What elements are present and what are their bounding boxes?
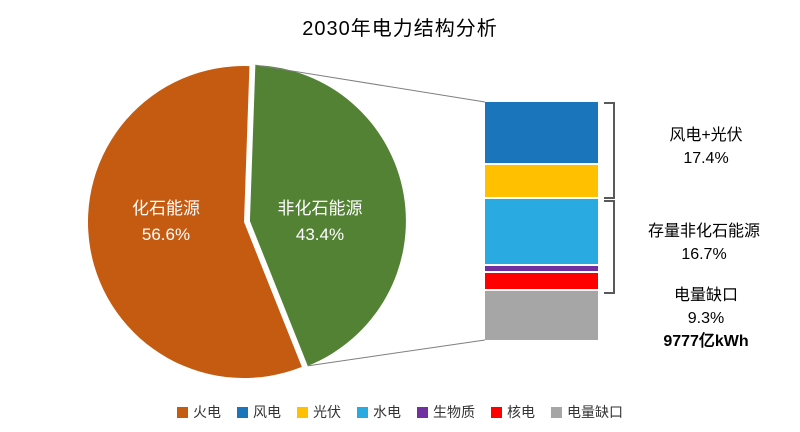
bracket-wind-solar	[604, 102, 615, 199]
pie-label-nonfossil: 非化石能源 43.4%	[240, 196, 400, 248]
annotation-stock-nonfossil: 存量非化石能源 16.7%	[608, 220, 800, 266]
annotation-wind-solar-pct: 17.4%	[683, 150, 729, 167]
annotation-power-gap-label: 电量缺口	[673, 287, 738, 304]
chart-legend: 火电 风电 光伏 水电 生物质 核电 电量缺口	[0, 402, 800, 422]
legend-item-solar: 光伏	[297, 402, 341, 422]
bar-segment-wind	[485, 102, 598, 164]
legend-item-thermal: 火电	[177, 402, 221, 422]
legend-swatch-biomass	[417, 406, 428, 418]
annotation-wind-solar: 风电+光伏 17.4%	[618, 124, 794, 170]
annotation-wind-solar-label: 风电+光伏	[669, 127, 743, 144]
pie-label-fossil-name: 化石能源	[132, 199, 200, 218]
legend-label-gap: 电量缺口	[567, 404, 623, 420]
connector-line-top	[255, 64, 486, 103]
legend-swatch-hydro	[357, 406, 368, 418]
legend-swatch-solar	[297, 406, 308, 418]
bar-segment-nuclear	[485, 270, 598, 289]
bar-segment-biomass	[485, 263, 598, 271]
breakdown-stacked-bar	[485, 102, 598, 340]
legend-item-biomass: 生物质	[417, 402, 475, 422]
bar-segment-hydro	[485, 197, 598, 264]
legend-swatch-wind	[237, 406, 248, 418]
annotation-stock-nonfossil-label: 存量非化石能源	[647, 223, 760, 240]
legend-label-solar: 光伏	[313, 404, 341, 420]
bar-segment-solar	[485, 163, 598, 198]
pie-label-fossil: 化石能源 56.6%	[86, 196, 246, 248]
annotation-power-gap-kwh: 9777亿kWh	[663, 333, 749, 350]
legend-label-thermal: 火电	[193, 404, 221, 420]
legend-label-biomass: 生物质	[433, 404, 475, 420]
pie-slice-fossil	[87, 66, 302, 378]
legend-label-nuclear: 核电	[507, 404, 535, 420]
chart-title: 2030年电力结构分析	[302, 18, 498, 40]
legend-swatch-nuclear	[491, 406, 502, 418]
pie-label-fossil-pct: 56.6%	[141, 225, 191, 244]
pie-label-nonfossil-pct: 43.4%	[295, 225, 345, 244]
annotation-stock-nonfossil-pct: 16.7%	[681, 246, 727, 263]
connector-line-bottom	[307, 339, 486, 367]
legend-item-hydro: 水电	[357, 402, 401, 422]
legend-item-wind: 风电	[237, 402, 281, 422]
pie-label-nonfossil-name: 非化石能源	[277, 199, 363, 218]
legend-label-hydro: 水电	[373, 404, 401, 420]
annotation-power-gap-pct: 9.3%	[687, 310, 725, 327]
legend-swatch-gap	[551, 406, 562, 418]
legend-item-gap: 电量缺口	[551, 402, 623, 422]
pie-slice-nonfossil	[249, 65, 406, 366]
bar-segment-gap	[485, 288, 598, 340]
legend-label-wind: 风电	[253, 404, 281, 420]
annotation-power-gap: 电量缺口 9.3% 9777亿kWh	[616, 284, 796, 353]
bracket-stock-nonfossil	[604, 200, 615, 294]
legend-item-nuclear: 核电	[491, 402, 535, 422]
legend-swatch-thermal	[177, 406, 188, 418]
